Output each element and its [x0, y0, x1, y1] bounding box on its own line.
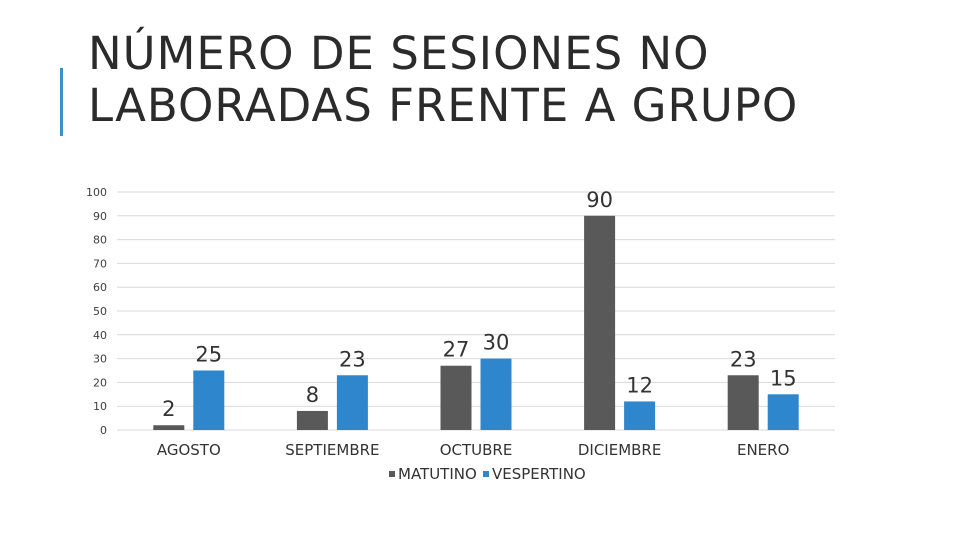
bars — [153, 215, 799, 430]
bar-matutino-agosto — [153, 425, 185, 430]
x-axis-categories: AGOSTO SEPTIEMBRE OCTUBRE DICIEMBRE ENERO — [157, 441, 790, 459]
legend: MATUTINO VESPERTINO — [389, 465, 586, 483]
category-label-diciembre: DICIEMBRE — [578, 441, 661, 459]
data-label-matutino-septiembre: 8 — [306, 383, 319, 407]
data-label-matutino-enero: 23 — [730, 347, 757, 371]
legend-label-matutino: MATUTINO — [398, 465, 477, 483]
bar-matutino-octubre — [440, 365, 472, 430]
legend-label-vespertino: VESPERTINO — [492, 465, 586, 483]
data-label-vespertino-octubre: 30 — [483, 331, 510, 355]
y-tick-label: 10 — [93, 400, 107, 413]
data-label-matutino-agosto: 2 — [162, 397, 175, 421]
y-tick-label: 70 — [93, 257, 107, 270]
bar-vespertino-diciembre — [624, 401, 656, 430]
y-axis-ticks: 0 10 20 30 40 50 60 70 80 90 100 — [86, 186, 107, 437]
bar-matutino-diciembre — [584, 215, 616, 430]
y-tick-label: 100 — [86, 186, 107, 199]
bar-vespertino-octubre — [480, 358, 512, 430]
y-tick-label: 40 — [93, 329, 107, 342]
y-tick-label: 60 — [93, 281, 107, 294]
y-tick-label: 50 — [93, 305, 107, 318]
data-label-vespertino-agosto: 25 — [195, 343, 222, 367]
y-tick-label: 0 — [100, 424, 107, 437]
bar-vespertino-enero — [767, 394, 799, 430]
bar-matutino-enero — [727, 375, 759, 430]
slide-title: NÚMERO DE SESIONES NO LABORADAS FRENTE A… — [88, 27, 799, 132]
data-label-matutino-octubre: 27 — [443, 338, 470, 362]
bar-matutino-septiembre — [296, 410, 328, 430]
data-label-vespertino-enero: 15 — [770, 366, 797, 390]
category-label-octubre: OCTUBRE — [440, 441, 513, 459]
legend-swatch-vespertino — [483, 471, 489, 477]
bar-vespertino-septiembre — [336, 375, 368, 430]
y-tick-label: 80 — [93, 234, 107, 247]
y-tick-label: 30 — [93, 353, 107, 366]
data-label-vespertino-septiembre: 23 — [339, 347, 366, 371]
title-accent-bar — [60, 68, 63, 136]
gridlines — [117, 191, 835, 431]
category-label-agosto: AGOSTO — [157, 441, 221, 459]
legend-swatch-matutino — [389, 471, 395, 477]
category-label-septiembre: SEPTIEMBRE — [285, 441, 379, 459]
data-label-vespertino-diciembre: 12 — [626, 373, 653, 397]
bar-vespertino-agosto — [193, 370, 225, 430]
data-label-matutino-diciembre: 90 — [586, 188, 613, 212]
y-tick-label: 90 — [93, 210, 107, 223]
category-label-enero: ENERO — [737, 441, 789, 459]
y-tick-label: 20 — [93, 376, 107, 389]
data-labels: 2 25 8 23 27 30 90 12 23 15 — [162, 188, 796, 421]
